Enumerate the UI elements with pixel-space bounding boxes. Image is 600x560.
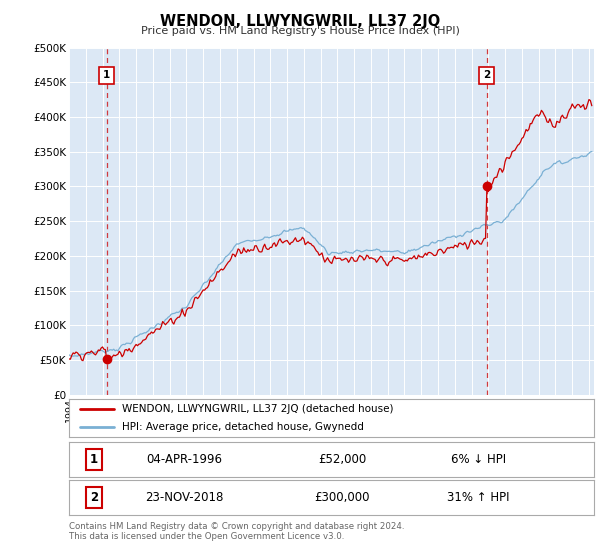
Text: 23-NOV-2018: 23-NOV-2018 (145, 491, 224, 505)
Text: 2: 2 (483, 71, 490, 81)
Text: WENDON, LLWYNGWRIL, LL37 2JQ: WENDON, LLWYNGWRIL, LL37 2JQ (160, 14, 440, 29)
Text: Contains HM Land Registry data © Crown copyright and database right 2024.
This d: Contains HM Land Registry data © Crown c… (69, 522, 404, 542)
Text: 04-APR-1996: 04-APR-1996 (146, 453, 223, 466)
Text: £52,000: £52,000 (318, 453, 366, 466)
Text: WENDON, LLWYNGWRIL, LL37 2JQ (detached house): WENDON, LLWYNGWRIL, LL37 2JQ (detached h… (121, 404, 393, 414)
Text: Price paid vs. HM Land Registry's House Price Index (HPI): Price paid vs. HM Land Registry's House … (140, 26, 460, 36)
Text: 1: 1 (103, 71, 110, 81)
Text: 6% ↓ HPI: 6% ↓ HPI (451, 453, 506, 466)
Text: £300,000: £300,000 (314, 491, 370, 505)
Text: HPI: Average price, detached house, Gwynedd: HPI: Average price, detached house, Gwyn… (121, 422, 364, 432)
Text: 1: 1 (90, 453, 98, 466)
Text: 31% ↑ HPI: 31% ↑ HPI (447, 491, 510, 505)
Text: 2: 2 (90, 491, 98, 505)
